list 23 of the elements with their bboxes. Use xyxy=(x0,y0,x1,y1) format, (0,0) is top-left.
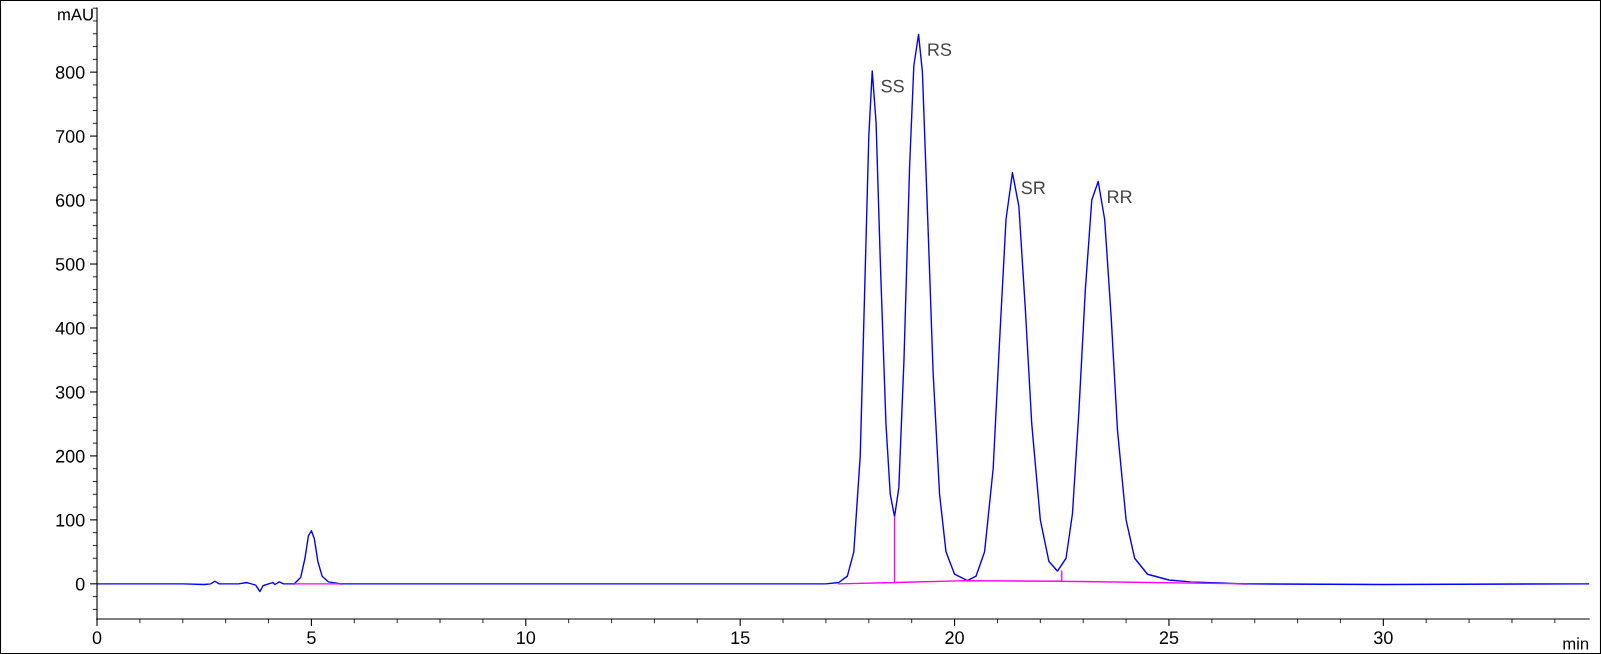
y-tick-label: 400 xyxy=(55,321,85,335)
x-tick-label: 10 xyxy=(517,631,536,645)
annotation: SS xyxy=(881,79,904,93)
x-axis-title: min xyxy=(1563,637,1589,650)
y-tick-label: 700 xyxy=(56,130,85,143)
x-tick-label: 30 xyxy=(1373,631,1393,645)
y-tick-label: 200 xyxy=(56,449,85,463)
y-tick-label: 300 xyxy=(55,385,85,399)
x-tick-label: 15 xyxy=(731,631,750,645)
y-tick-label: 100 xyxy=(56,513,85,527)
line-series xyxy=(97,33,1590,593)
annotation: SR xyxy=(1021,181,1046,195)
y-tick-label: 0 xyxy=(75,577,85,591)
annotation: RR xyxy=(1108,190,1132,203)
x-tick-label: 5 xyxy=(307,631,316,645)
x-tick-label: 20 xyxy=(945,631,964,645)
x-tick-label: 25 xyxy=(1159,631,1179,645)
y-tick-label: 600 xyxy=(56,194,85,207)
x-tick-label: 0 xyxy=(92,631,102,645)
y-tick-label: 800 xyxy=(55,66,85,79)
y-axis-title: mAU xyxy=(58,8,93,21)
annotation: RS xyxy=(928,43,952,56)
y-tick-label: 500 xyxy=(55,257,85,271)
